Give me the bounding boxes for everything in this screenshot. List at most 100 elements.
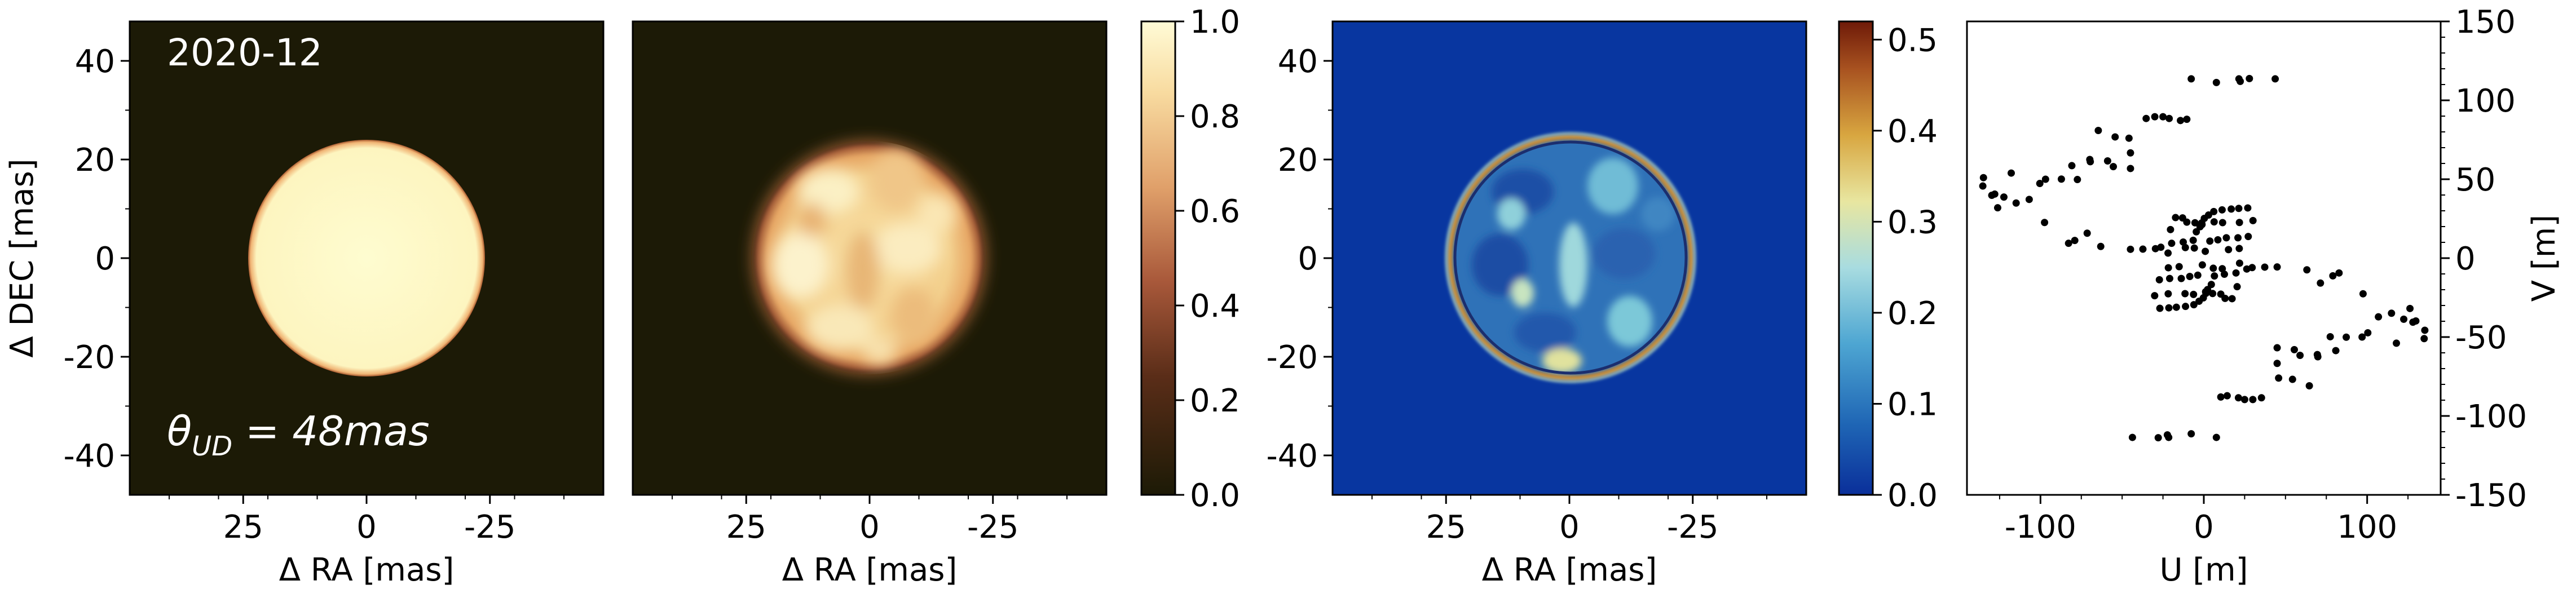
uv-point — [2233, 283, 2241, 291]
uv-point — [2103, 157, 2111, 165]
uv-point — [2165, 114, 2173, 122]
uv-point — [2211, 272, 2218, 280]
colorbar-intensity-gradient — [1140, 20, 1176, 496]
uv-point — [2202, 247, 2209, 255]
uv-point — [2177, 117, 2185, 125]
uv-point — [2206, 237, 2214, 245]
x-axis-label: Δ RA [mas] — [782, 552, 958, 588]
uv-point — [2094, 126, 2102, 134]
uv-point — [2209, 264, 2217, 272]
uv-point — [2139, 245, 2147, 253]
uv-point — [2180, 238, 2187, 246]
uv-point — [2261, 263, 2269, 271]
uv-points — [1979, 74, 2429, 442]
uv-point — [2343, 333, 2350, 341]
uv-point — [2172, 303, 2180, 311]
uv-point — [2007, 169, 2015, 177]
colorbar-tick-label: 0.4 — [1190, 288, 1240, 325]
uv-point — [2190, 290, 2198, 298]
uv-point — [1991, 190, 1999, 198]
uv-point — [2165, 304, 2173, 312]
colorbar-tick-label: 0.2 — [1190, 383, 1240, 419]
uv-point — [1979, 182, 1987, 190]
colorbar-tick-label: 0.3 — [1887, 204, 1938, 241]
x-tick-label: -25 — [967, 509, 1018, 546]
uv-point — [2375, 313, 2383, 321]
uv-point — [2111, 133, 2119, 141]
uv-point — [2223, 392, 2231, 400]
colorbar-tick-label: 0.1 — [1887, 386, 1938, 423]
uv-x-tick-label: 0 — [2194, 509, 2214, 546]
uv-point — [2358, 333, 2366, 341]
uv-point — [2364, 329, 2372, 336]
x-axis-label: Δ RA [mas] — [279, 552, 455, 588]
colorbar-residual-ticks: 0.5 0.4 0.3 0.2 0.1 0.0 — [1873, 22, 1938, 514]
uv-y-tick-label: -50 — [2455, 320, 2507, 356]
uv-point — [2125, 134, 2133, 142]
y-tick-label: 0 — [1298, 241, 1318, 277]
uv-point — [2190, 244, 2198, 252]
uv-point — [2244, 233, 2252, 241]
difference-ring-dark — [1453, 140, 1688, 375]
uv-point — [2183, 218, 2191, 226]
uv-point — [2065, 240, 2072, 247]
uv-point — [2164, 290, 2172, 298]
uv-point — [2172, 214, 2180, 222]
uv-point — [2127, 165, 2134, 172]
difference-ring-outer — [1447, 134, 1694, 381]
y-tick-label: -20 — [64, 339, 115, 376]
x-tick-label: -25 — [464, 509, 515, 546]
uv-y-tick-label: 0 — [2455, 241, 2476, 277]
uv-point — [2068, 162, 2076, 170]
x-tick-label: 25 — [726, 509, 766, 546]
uv-point — [2249, 396, 2257, 404]
uv-point — [2317, 279, 2324, 287]
uv-point — [2209, 290, 2217, 298]
uv-point — [2155, 276, 2163, 284]
uv-point — [2212, 78, 2220, 86]
uv-y-tick-label: -100 — [2455, 398, 2527, 435]
uv-point — [2165, 274, 2173, 282]
uv-point — [2181, 290, 2189, 298]
x-tick-label: 0 — [356, 509, 377, 546]
uv-point — [2165, 433, 2173, 441]
y-tick-label: 40 — [75, 43, 115, 80]
uv-x-tick-label: -100 — [2005, 509, 2076, 546]
uv-point — [2273, 360, 2281, 367]
uv-point — [2313, 351, 2321, 358]
uv-point — [2057, 175, 2065, 183]
uv-point — [2332, 347, 2340, 355]
y-tick-label: 20 — [75, 142, 115, 179]
uv-point — [2228, 295, 2236, 303]
uv-point — [2167, 225, 2174, 233]
uv-point — [2305, 382, 2313, 390]
uv-point — [2335, 269, 2343, 277]
uv-point — [2359, 290, 2367, 298]
uv-point — [2235, 205, 2243, 212]
uv-point — [2329, 272, 2337, 280]
uv-point — [2273, 263, 2281, 271]
uv-point — [2187, 75, 2195, 83]
reconstruction-texture — [773, 149, 956, 364]
uv-point — [2218, 206, 2226, 214]
uv-point — [2273, 344, 2281, 352]
y-tick-label: 0 — [95, 241, 115, 277]
x-axis-label: Δ RA [mas] — [1482, 552, 1657, 588]
colorbar-tick-label: 0.6 — [1190, 193, 1240, 230]
x-tick-label: -25 — [1667, 509, 1718, 546]
uv-point — [2288, 375, 2296, 383]
y-tick-label: 40 — [1278, 43, 1318, 80]
uv-point — [2097, 242, 2105, 250]
difference-panel: -25 0 25 Δ RA [mas] 40 20 0 -20 -40 — [1267, 20, 1807, 588]
uv-point — [2154, 434, 2162, 442]
model-disk — [248, 140, 485, 376]
uv-point — [2275, 374, 2283, 382]
uv-point — [2400, 315, 2408, 323]
uv-point — [2217, 393, 2225, 401]
uv-point — [2083, 229, 2091, 237]
uv-point — [2296, 351, 2304, 359]
uv-point — [2175, 263, 2183, 271]
uv-point — [2183, 116, 2191, 123]
uv-point — [2151, 245, 2159, 253]
